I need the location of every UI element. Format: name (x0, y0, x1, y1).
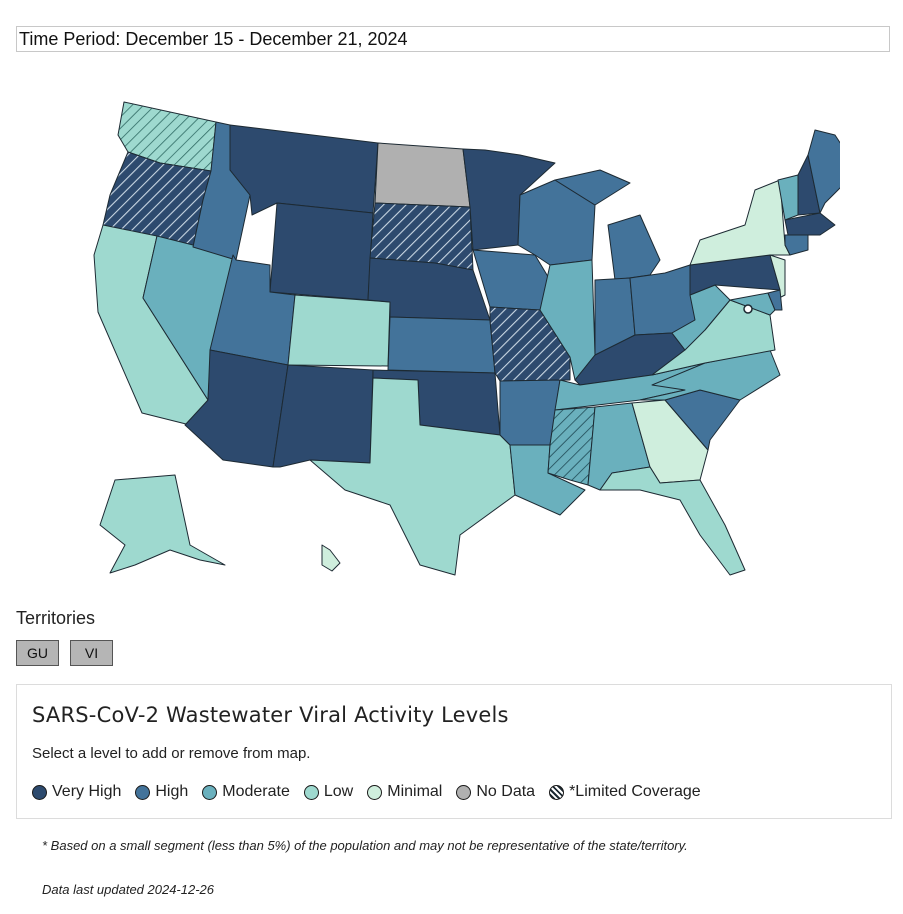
state-KS[interactable] (387, 316, 496, 374)
last-updated: Data last updated 2024-12-26 (42, 882, 215, 897)
legend-title: SARS-CoV-2 Wastewater Viral Activity Lev… (32, 703, 509, 727)
state-FL[interactable] (599, 466, 746, 576)
legend-label: Very High (52, 783, 122, 800)
state-CO[interactable] (287, 294, 391, 367)
high-swatch (135, 784, 151, 800)
minimal-swatch (367, 784, 383, 800)
legend-label: Moderate (222, 783, 290, 800)
moderate-swatch (202, 784, 218, 800)
legend-item-minimal[interactable]: Minimal (367, 783, 442, 801)
legend-item-limited-coverage[interactable]: *Limited Coverage (549, 783, 701, 801)
state-NY[interactable] (689, 179, 791, 266)
very-high-swatch (32, 784, 47, 800)
state-MA[interactable] (784, 212, 836, 236)
state-MT[interactable] (229, 124, 379, 216)
no-data-swatch (456, 784, 472, 800)
state-WV[interactable] (671, 284, 731, 351)
time-period-label: Time Period: December 15 - December 21, … (16, 26, 890, 52)
legend-panel: SARS-CoV-2 Wastewater Viral Activity Lev… (16, 684, 892, 819)
state-CT[interactable] (784, 234, 809, 256)
state-IA[interactable] (472, 249, 551, 311)
state-MS[interactable] (547, 406, 596, 486)
legend-item-very-high[interactable]: Very High (32, 783, 121, 801)
legend-item-low[interactable]: Low (303, 783, 354, 801)
territories-title: Territories (16, 608, 96, 628)
legend-item-moderate[interactable]: Moderate (202, 783, 290, 801)
legend-items: Very High High Moderate Low Minimal No D… (32, 783, 701, 801)
legend-label: Low (323, 783, 354, 800)
state-TX[interactable] (309, 377, 516, 576)
state-WY[interactable] (269, 202, 374, 301)
hatch-icon (549, 784, 565, 800)
low-swatch (303, 784, 319, 800)
state-NM[interactable] (272, 364, 374, 468)
state-HI[interactable] (321, 544, 341, 572)
state-ND[interactable] (374, 142, 471, 208)
dc-marker[interactable] (743, 304, 753, 314)
legend-label: *Limited Coverage (569, 783, 701, 800)
legend-subtitle: Select a level to add or remove from map… (32, 745, 311, 762)
state-DE[interactable] (767, 289, 783, 311)
footnote: * Based on a small segment (less than 5%… (42, 838, 688, 853)
legend-item-no-data[interactable]: No Data (456, 783, 535, 801)
legend-label: Minimal (387, 783, 443, 800)
state-MI[interactable] (554, 169, 661, 281)
legend-label: High (155, 783, 189, 800)
legend-label: No Data (476, 783, 536, 800)
state-AK[interactable] (99, 474, 226, 574)
territory-button-gu[interactable]: GU (16, 640, 59, 666)
us-map (40, 95, 840, 595)
legend-item-high[interactable]: High (135, 783, 188, 801)
territory-button-vi[interactable]: VI (70, 640, 113, 666)
